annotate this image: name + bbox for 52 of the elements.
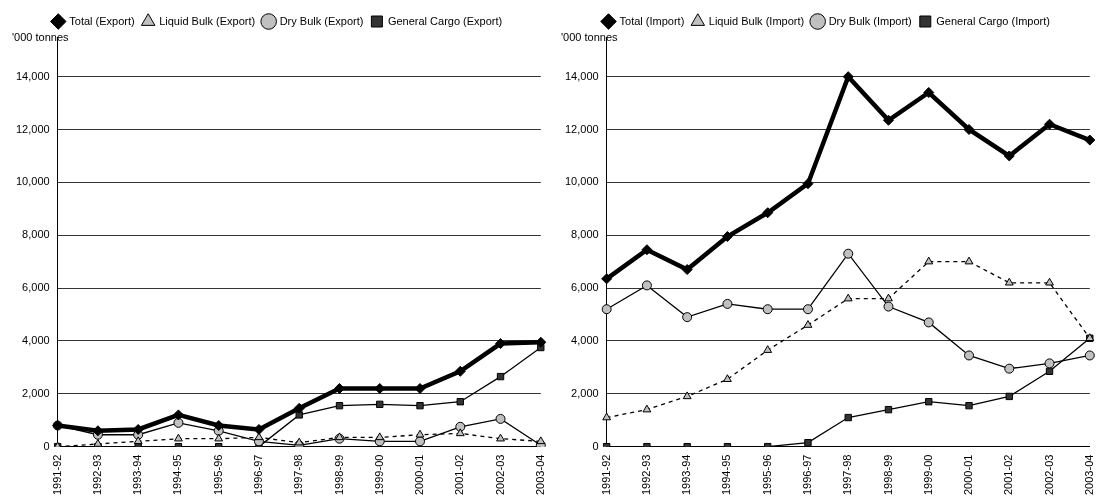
y-tick-label: 0	[43, 439, 50, 452]
y-tick-label: 2,000	[571, 386, 599, 399]
x-tick-label: 1993-94	[680, 454, 693, 496]
y-tick-label: 14,000	[564, 69, 599, 82]
x-tick-label: 2003-04	[1082, 454, 1095, 496]
x-tick-label: 2000-01	[962, 454, 975, 496]
legend-label: Dry Bulk (Export)	[279, 14, 364, 27]
y-tick-label: 6,000	[22, 281, 50, 294]
y-tick-label: 4,000	[22, 333, 50, 346]
x-tick-label: 1998-99	[332, 454, 345, 496]
y-tick-label: 12,000	[564, 122, 599, 135]
y-axis-title: '000 tonnes	[12, 31, 70, 44]
x-tick-label: 1991-92	[599, 454, 612, 496]
legend-label: Liquid Bulk (Export)	[159, 14, 256, 27]
y-tick-label: 10,000	[564, 175, 599, 188]
x-tick-label: 1999-00	[921, 454, 934, 496]
x-tick-label: 1995-96	[211, 454, 224, 496]
y-tick-label: 10,000	[15, 175, 50, 188]
x-tick-label: 2002-03	[1042, 454, 1055, 496]
legend-label: General Cargo (Export)	[387, 14, 503, 27]
y-tick-label: 4,000	[571, 333, 599, 346]
x-tick-label: 1994-95	[720, 454, 733, 496]
x-tick-label: 1999-00	[372, 454, 385, 496]
x-tick-label: 2003-04	[533, 454, 546, 496]
legend-label: Total (Export)	[69, 14, 135, 27]
x-tick-label: 1994-95	[171, 454, 184, 496]
y-tick-label: 6,000	[571, 281, 599, 294]
x-tick-label: 1998-99	[881, 454, 894, 496]
y-tick-label: 2,000	[22, 386, 50, 399]
x-tick-label: 2000-01	[413, 454, 426, 496]
x-tick-label: 1992-93	[639, 454, 652, 496]
y-tick-label: 0	[592, 439, 599, 452]
legend-label: General Cargo (Import)	[936, 14, 1050, 27]
y-tick-label: 8,000	[571, 228, 599, 241]
x-tick-label: 2001-02	[1002, 454, 1015, 496]
x-tick-label: 1996-97	[800, 454, 813, 496]
x-tick-label: 1995-96	[760, 454, 773, 496]
x-tick-label: 1992-93	[90, 454, 103, 496]
x-tick-label: 1997-98	[841, 454, 854, 496]
x-tick-label: 1997-98	[292, 454, 305, 496]
x-tick-label: 2001-02	[453, 454, 466, 496]
y-axis-title: '000 tonnes	[561, 31, 619, 44]
y-tick-label: 14,000	[15, 69, 50, 82]
y-tick-label: 8,000	[22, 228, 50, 241]
y-tick-label: 12,000	[15, 122, 50, 135]
x-tick-label: 1991-92	[50, 454, 63, 496]
legend-label: Dry Bulk (Import)	[828, 14, 912, 27]
legend-label: Liquid Bulk (Import)	[708, 14, 805, 27]
x-tick-label: 1996-97	[251, 454, 264, 496]
x-tick-label: 1993-94	[131, 454, 144, 496]
x-tick-label: 2002-03	[493, 454, 506, 496]
legend-label: Total (Import)	[619, 14, 685, 27]
